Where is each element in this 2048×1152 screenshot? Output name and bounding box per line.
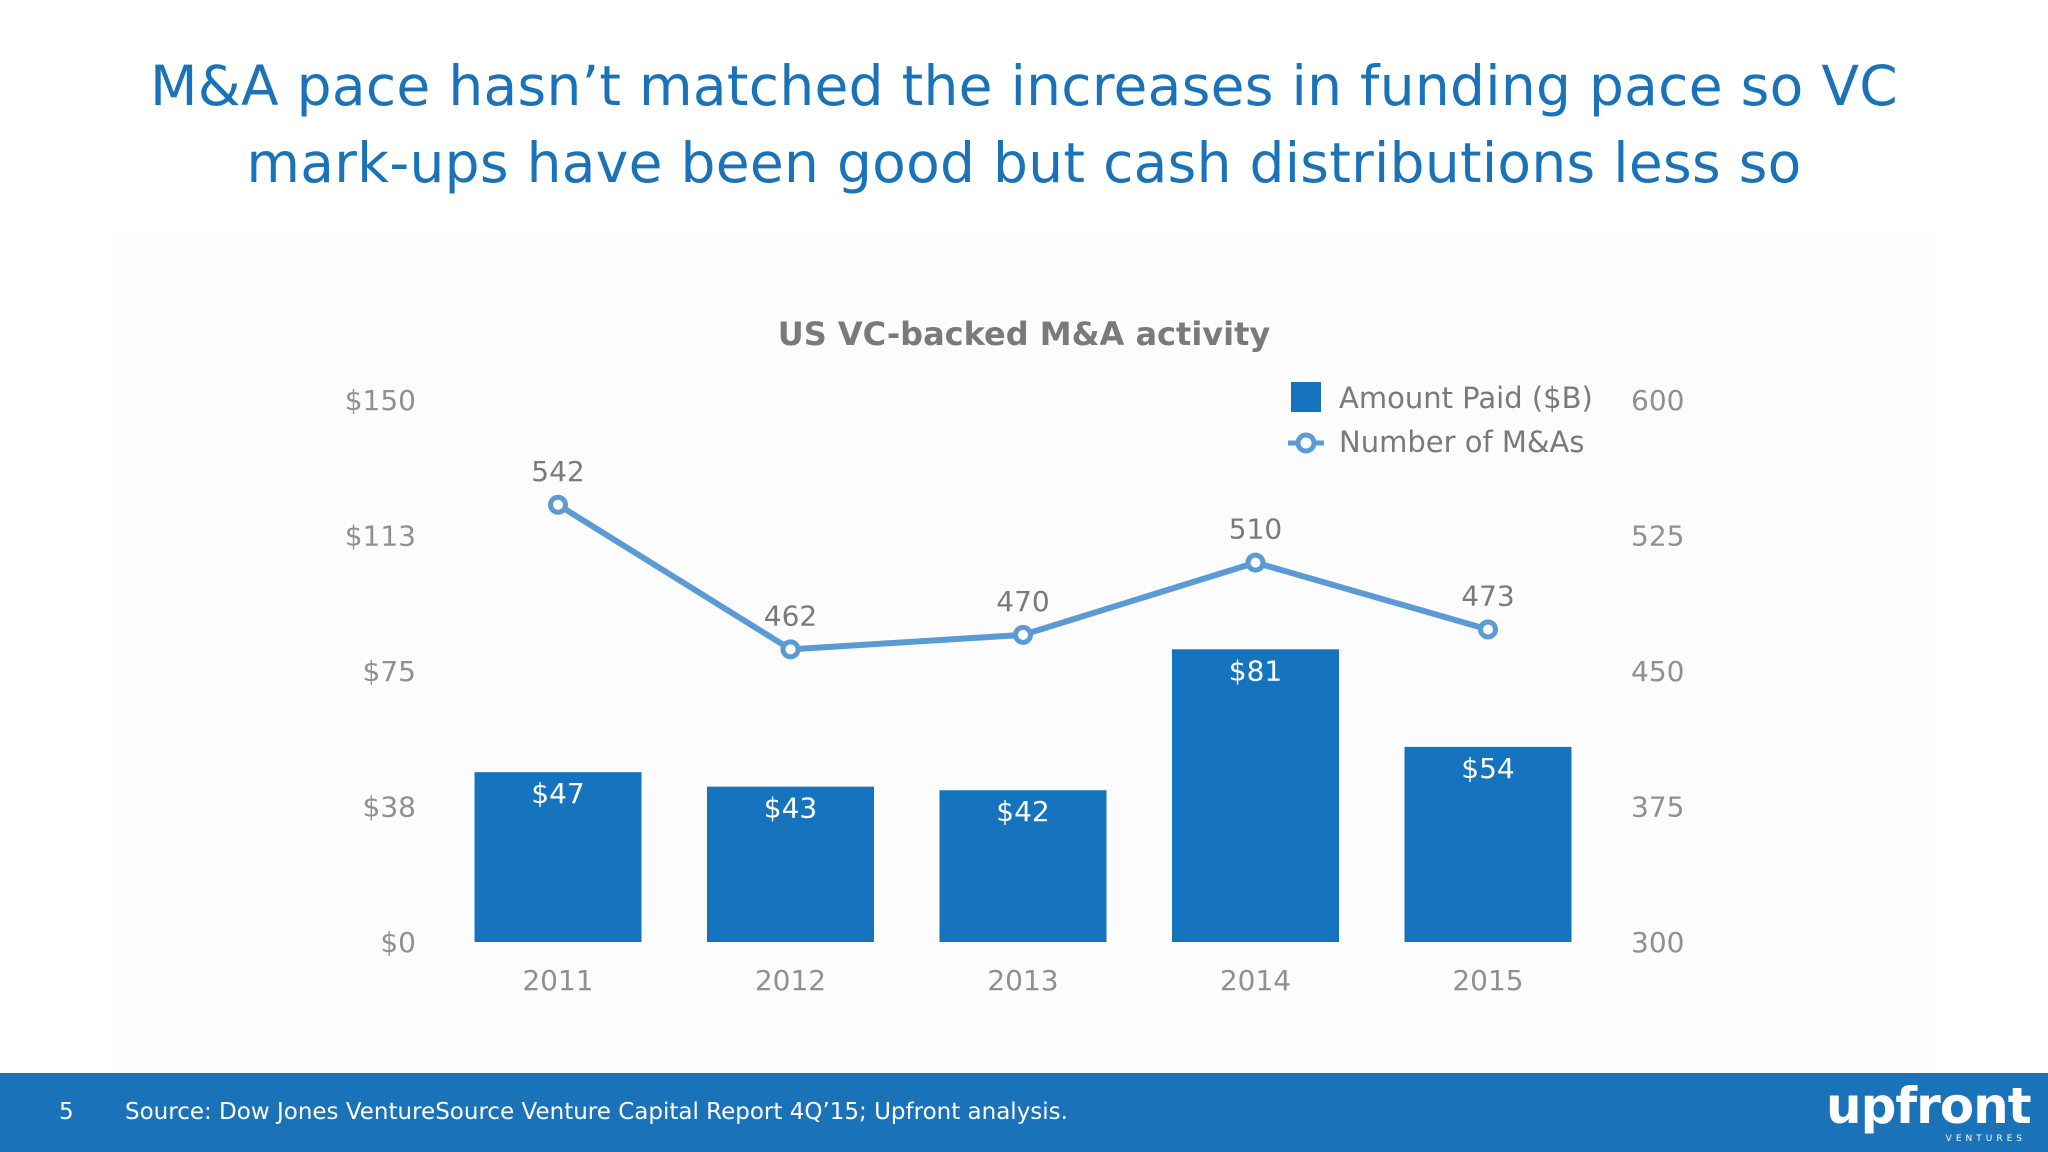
slide-title: M&A pace hasn’t matched the increases in… — [150, 54, 1898, 195]
line-data-label: 462 — [764, 599, 817, 632]
x-axis-tick-label: 2014 — [1220, 964, 1291, 997]
line-point — [1478, 619, 1498, 640]
bar — [707, 786, 874, 942]
page-number: 5 — [59, 1099, 74, 1125]
chart-title: US VC-backed M&A activity — [778, 315, 1271, 353]
bar — [1172, 649, 1339, 942]
bar — [939, 790, 1107, 942]
bar-data-label: $42 — [996, 795, 1049, 828]
bar-labels: $47 $43 $42 $81 $54 — [531, 654, 1514, 828]
left-axis-tick-label: $38 — [363, 791, 416, 824]
line-point — [1013, 624, 1033, 645]
legend-line-label: Number of M&As — [1339, 425, 1584, 459]
logo-wordmark: upfront — [1826, 1077, 2032, 1135]
right-axis-tick-label: 525 — [1631, 520, 1684, 553]
line-series — [548, 494, 1498, 660]
line-labels: 542 462 470 510 473 — [531, 455, 1514, 633]
line-point — [548, 494, 568, 515]
bar — [474, 772, 642, 942]
line-data-label: 470 — [996, 585, 1049, 618]
line-data-label: 473 — [1461, 579, 1514, 612]
line-point — [780, 639, 801, 660]
legend-bar-swatch — [1291, 382, 1321, 412]
right-axis-tick-label: 600 — [1631, 384, 1684, 417]
bar — [1404, 746, 1572, 942]
line-data-label: 542 — [531, 455, 584, 488]
legend: Amount Paid ($B) Number of M&As — [1288, 381, 1593, 459]
upfront-logo: upfront VENTURES — [1826, 1077, 2032, 1145]
bar-data-label: $43 — [764, 792, 817, 825]
left-axis-tick-label: $150 — [345, 384, 416, 417]
legend-line-marker — [1295, 432, 1317, 454]
left-axis-tick-label: $75 — [363, 655, 416, 688]
x-axis: 2011 2012 2013 2014 2015 — [522, 964, 1523, 997]
legend-bar-label: Amount Paid ($B) — [1339, 381, 1593, 415]
right-axis: 300 375 450 525 600 — [1631, 384, 1684, 959]
x-axis-tick-label: 2011 — [522, 964, 593, 997]
chart-panel: US VC-backed M&A activity $0 $38 $75 $113 $1… — [112, 232, 1936, 1072]
bar-data-label: $54 — [1461, 752, 1514, 785]
chart: US VC-backed M&A activity $0 $38 $75 $113 $1… — [345, 315, 1685, 997]
line-point — [1245, 552, 1266, 573]
x-axis-tick-label: 2012 — [755, 964, 826, 997]
line-data-label: 510 — [1229, 513, 1282, 546]
bar-data-label: $47 — [531, 777, 584, 810]
x-axis-tick-label: 2013 — [987, 964, 1058, 997]
right-axis-tick-label: 375 — [1631, 791, 1684, 824]
left-axis: $0 $38 $75 $113 $150 — [345, 384, 416, 959]
footer: 5 Source: Dow Jones VentureSource Ventur… — [0, 1073, 2048, 1152]
logo-subtext: VENTURES — [1945, 1134, 2026, 1144]
left-axis-tick-label: $0 — [380, 926, 416, 959]
right-axis-tick-label: 300 — [1631, 926, 1684, 959]
bar-data-label: $81 — [1229, 654, 1282, 687]
bar-series — [474, 649, 1572, 942]
right-axis-tick-label: 450 — [1631, 655, 1684, 688]
x-axis-tick-label: 2015 — [1452, 964, 1523, 997]
left-axis-tick-label: $113 — [345, 520, 416, 553]
source-note: Source: Dow Jones VentureSource Venture … — [125, 1099, 1068, 1125]
